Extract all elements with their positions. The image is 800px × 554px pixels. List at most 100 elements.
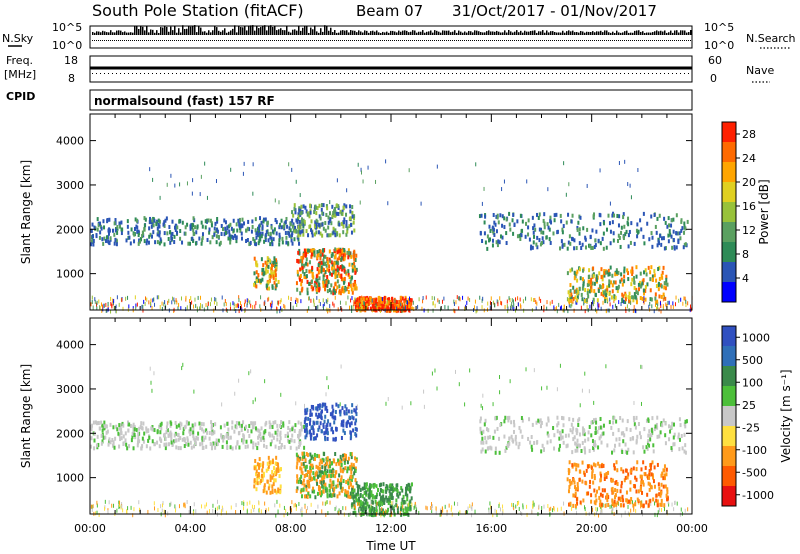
echo-cell [288,226,291,231]
echo-cell [350,455,353,460]
echo-cell [352,282,355,287]
echo-cell [687,301,689,306]
echo-cell [394,304,397,309]
noise-dot [278,40,279,41]
echo-cell [660,284,663,289]
echo-cell [335,484,338,489]
echo-cell [617,233,620,238]
echo-cell [108,241,111,246]
noise-dot [248,40,249,41]
echo-cell [581,426,584,431]
echo-cell [211,443,214,448]
echo-cell [345,423,348,428]
echo-cell [545,235,548,240]
echo-cell [432,308,434,313]
echo-cell [230,505,232,510]
echo-cell [274,461,277,466]
echo-cell [163,220,166,225]
echo-cell [162,222,165,227]
echo-cell [351,474,354,479]
echo-cell [269,474,272,479]
noise-bar [98,31,100,35]
echo-cell [251,219,254,224]
echo-cell [238,217,241,222]
echo-cell [608,308,610,313]
echo-cell [138,507,140,512]
noise-bar [102,30,104,35]
noise-bar [482,32,484,35]
echo-cell [409,298,412,303]
echo-cell [506,299,508,304]
echo-cell [561,227,564,232]
echo-cell [588,244,591,249]
echo-cell [684,419,687,424]
echo-cell [409,489,412,494]
echo-cell [684,226,687,231]
echo-cell [165,216,168,221]
echo-cell [272,260,275,265]
noise-bar [410,31,412,35]
echo-cell [348,224,351,229]
echo-cell [344,404,347,409]
echo-cell [255,472,258,477]
echo-cell [299,477,302,482]
echo-cell [165,425,168,430]
echo-cell [512,439,515,444]
echo-cell [635,508,637,513]
echo-cell [634,294,637,299]
echo-cell [407,502,409,507]
echo-cell [575,300,577,305]
echo-cell [268,286,271,291]
noise-bar [644,32,646,35]
echo-cell [262,461,265,466]
echo-cell [344,492,347,497]
noise-bar [312,29,314,35]
echo-cell [414,504,416,509]
echo-cell [611,220,614,225]
noise-dot [508,40,509,41]
noise-bar [572,30,574,35]
echo-cell [101,432,104,437]
echo-cell [355,492,358,497]
echo-cell [571,295,573,300]
echo-cell [274,217,277,222]
echo-cell [256,232,259,237]
echo-cell [392,500,394,505]
echo-cell [684,508,686,513]
noise-dot [298,40,299,41]
noise-dot [598,40,599,41]
echo-cell [197,295,199,300]
echo-cell [291,231,294,236]
echo-cell [192,430,195,435]
echo-cell [395,503,398,508]
echo-cell [317,465,320,470]
nave-dot [116,73,117,74]
noise-bar [556,32,558,35]
echo-cell [307,248,310,253]
noise-dot [512,40,513,41]
echo-cell [656,306,658,311]
echo-cell [337,510,339,515]
echo-cell [633,422,636,427]
echo-cell [308,475,311,480]
echo-cell [674,500,676,505]
nave-dot [136,73,137,74]
echo-cell [150,301,152,306]
echo-cell [332,230,335,235]
noise-bar [154,32,156,35]
echo-cell [650,265,653,270]
echo-cell [354,421,357,426]
noise-dot [624,40,625,41]
echo-cell [347,456,350,461]
echo-cell [192,238,195,243]
echo-cell [130,227,133,232]
noise-dot [610,40,611,41]
echo-cell [400,501,403,506]
echo-cell [514,434,517,439]
echo-cell [147,509,149,514]
echo-cell [94,299,96,304]
nave-dot [476,73,477,74]
echo-cell [340,257,343,262]
echo-cell [353,503,355,508]
